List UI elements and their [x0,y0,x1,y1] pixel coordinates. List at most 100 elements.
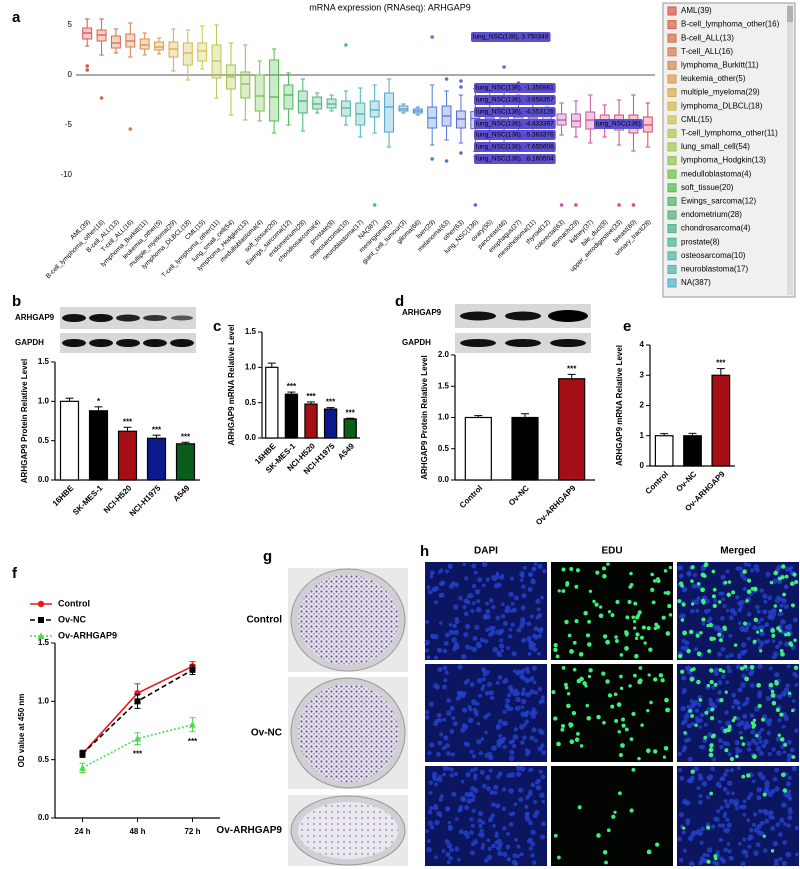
nucleus [497,675,503,680]
nucleus [738,841,742,846]
nucleus [453,629,459,636]
nucleus [685,821,690,826]
legend-label: T-cell_lymphoma_other(11) [681,129,778,138]
edu-cell [706,825,711,830]
nucleus [473,773,478,778]
significance: *** [567,364,577,373]
bar [654,435,674,467]
edu-cell [592,599,596,604]
edu-cell [733,643,738,647]
nucleus [725,680,730,685]
legend-swatch [667,156,677,166]
nucleus [708,616,713,621]
nucleus [521,687,526,692]
edu-cell [551,690,556,695]
nucleus [686,723,692,729]
nucleus [434,718,439,723]
y-tick-label: 0.5 [245,398,257,407]
y-tick-label: 1.0 [38,396,50,405]
nucleus [454,644,460,650]
nucleus [711,685,716,690]
nucleus [725,791,730,795]
nucleus [499,628,505,634]
nucleus [717,738,723,744]
nucleus [683,713,690,720]
nucleus [460,727,466,733]
nucleus [785,683,790,688]
nucleus [778,640,783,646]
significance: *** [716,359,726,368]
edu-cell [632,673,637,678]
nucleus [757,646,762,651]
nucleus [705,853,710,858]
annotation: lung_NSC(136), -7.655608 [476,144,554,151]
nucleus [433,805,439,811]
nucleus [464,805,470,811]
nucleus [476,738,482,745]
nucleus [492,647,498,653]
nucleus [735,716,741,721]
nucleus [492,577,497,582]
edu-cell [790,603,795,608]
edu-cell [782,592,787,597]
nucleus [697,773,703,778]
nucleus [486,838,491,843]
nucleus [484,752,490,758]
nucleus [781,724,786,729]
y-tick-label: 1 [640,431,645,440]
bar [711,374,731,467]
box [240,71,251,99]
bar [88,410,109,481]
nucleus [526,670,530,674]
nucleus [495,803,501,809]
nucleus [434,655,439,660]
nucleus [685,818,691,824]
nucleus [501,602,505,607]
nucleus [725,569,730,574]
edu-cell [605,639,610,645]
edu-cell [696,679,701,685]
edu-cell [739,666,745,671]
edu-cell [700,587,705,593]
x-tick-label: Ov-NC [674,469,698,493]
nucleus [426,839,431,844]
edu-cell [564,685,569,690]
y-tick-label: 1.5 [38,638,50,647]
nucleus [469,768,474,773]
nucleus [739,599,746,606]
edu-cell [656,579,661,584]
nucleus [686,737,691,742]
edu-cell [574,619,579,624]
edu-cell [723,580,728,585]
y-tick-label: 0.5 [38,755,50,764]
nucleus [471,646,478,652]
box [139,38,150,50]
nucleus [449,729,455,734]
nucleus [679,775,685,781]
nucleus [467,704,472,709]
edu-cell [614,639,619,643]
nucleus [466,594,471,599]
chart-title: mRNA expression (RNAseq): ARHGAP9 [309,2,471,12]
nucleus [451,637,457,643]
edu-cell [668,613,673,617]
nucleus [458,829,464,835]
edu-cell [611,814,616,819]
x-tick-label: Control [458,484,484,510]
micrograph [551,562,673,660]
nucleus [777,718,782,723]
nucleus [537,563,543,569]
nucleus [425,715,430,720]
nucleus [532,680,537,685]
nucleus [717,719,722,724]
edu-cell [651,600,656,605]
nucleus [780,745,785,750]
bar [683,435,702,467]
y-axis-label: ARHGAP9 Protein Relative Level [420,355,429,479]
edu-cell [700,572,706,578]
legend-swatch [667,88,677,98]
y-tick-label: 0.0 [245,433,257,442]
edu-cell [586,642,592,647]
nucleus [528,768,532,773]
nucleus [726,780,733,786]
